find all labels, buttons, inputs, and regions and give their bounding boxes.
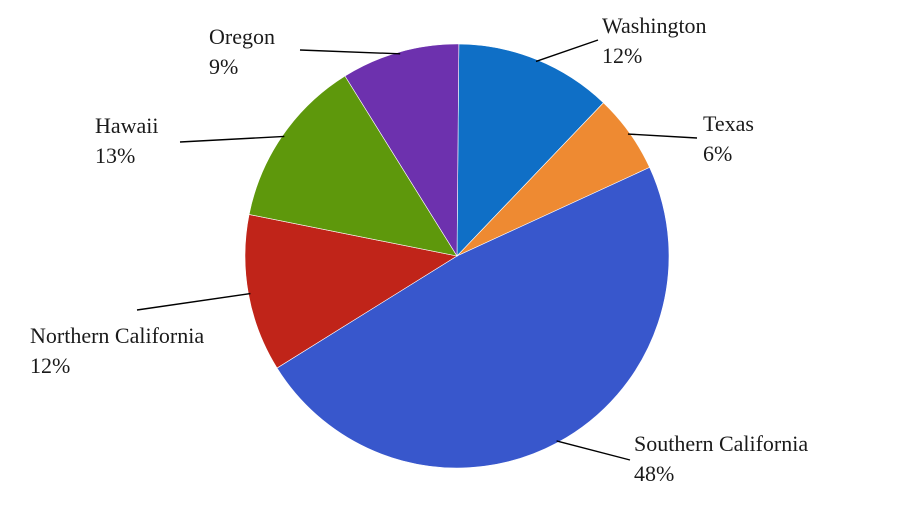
leader-lines-layer bbox=[136, 39, 698, 461]
slice-percent-label-texas: 6% bbox=[703, 141, 732, 166]
leader-line-hawaii bbox=[179, 135, 285, 143]
pie-slice-southern-california bbox=[276, 167, 670, 469]
leader-line-washington bbox=[535, 39, 599, 63]
slice-name-label-oregon: Oregon bbox=[209, 24, 275, 49]
slice-percent-label-southern-california: 48% bbox=[634, 461, 674, 486]
slice-name-label-southern-california: Southern California bbox=[634, 431, 808, 456]
slices-layer bbox=[244, 43, 670, 469]
pie-slice-washington bbox=[456, 43, 604, 257]
leader-line-southern-california bbox=[556, 440, 631, 461]
slice-name-label-hawaii: Hawaii bbox=[95, 113, 159, 138]
slice-percent-label-washington: 12% bbox=[602, 43, 642, 68]
slice-percent-label-hawaii: 13% bbox=[95, 143, 135, 168]
slice-percent-label-oregon: 9% bbox=[209, 54, 238, 79]
pie-slice-oregon bbox=[344, 43, 460, 258]
slice-name-label-texas: Texas bbox=[703, 111, 754, 136]
slice-name-label-washington: Washington bbox=[602, 13, 707, 38]
leader-line-texas bbox=[627, 133, 698, 139]
slice-name-label-northern-california: Northern California bbox=[30, 323, 204, 348]
pie-slice-hawaii bbox=[248, 75, 458, 257]
labels-layer: Washington 12% Texas 6% Southern California 4… bbox=[30, 13, 808, 486]
slice-percent-label-northern-california: 12% bbox=[30, 353, 70, 378]
leader-line-northern-california bbox=[136, 292, 251, 311]
leader-line-oregon bbox=[299, 49, 401, 55]
